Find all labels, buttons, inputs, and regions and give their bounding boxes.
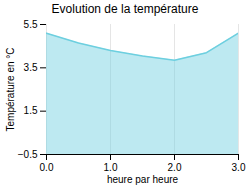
html-text:Evolution de la température: Evolution de la température	[51, 2, 199, 16]
svg-text:−0.5: −0.5	[18, 149, 38, 160]
svg-text:3.0: 3.0	[232, 162, 246, 173]
svg-text:2.0: 2.0	[168, 162, 182, 173]
svg-text:1.5: 1.5	[24, 105, 38, 116]
svg-text:5.5: 5.5	[24, 19, 38, 30]
svg-text:heure par heure: heure par heure	[107, 174, 179, 185]
svg-text:0.0: 0.0	[40, 162, 54, 173]
svg-text:3.5: 3.5	[24, 62, 38, 73]
svg-text:Température en °C: Température en °C	[5, 47, 16, 131]
svg-text:1.0: 1.0	[104, 162, 118, 173]
